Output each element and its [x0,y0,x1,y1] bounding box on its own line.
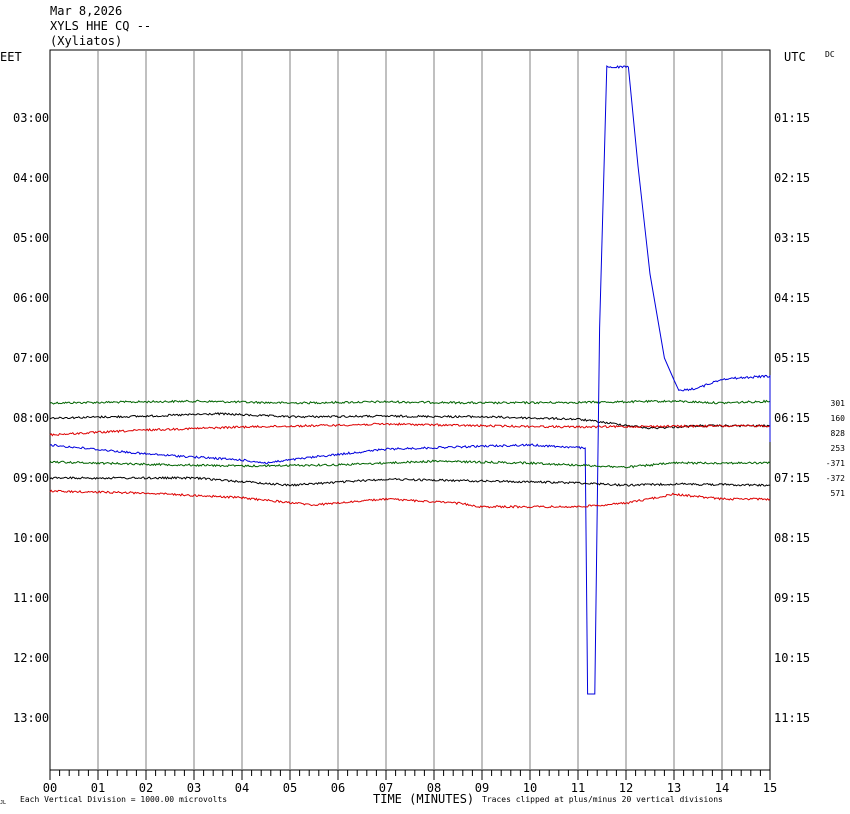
x-tick-label: 15 [763,781,777,795]
right-time-label: 06:15 [774,411,810,425]
x-tick-label: 11 [571,781,585,795]
x-tick-label: 10 [523,781,537,795]
right-axis-title: UTC [784,50,806,64]
plot-frame [49,49,771,771]
right-time-label: 02:15 [774,171,810,185]
right-time-label: 11:15 [774,711,810,725]
trace-offset-label: 160 [831,414,846,423]
x-tick-label: 07 [379,781,393,795]
x-tick-label: 04 [235,781,249,795]
header-location: (Xyliatos) [50,34,122,48]
trace-offset-label: 828 [831,429,846,438]
header-station: XYLS HHE CQ -- [50,19,151,33]
left-time-label: 04:00 [13,171,49,185]
y-axis-labels: 03:00 01:15 04:00 02:15 05:00 03:15 06:00 04:15… [13,111,810,725]
right-time-label: 09:15 [774,591,810,605]
trace-offset-label: 571 [831,489,846,498]
x-tick-label: 14 [715,781,729,795]
x-tick-label: 08 [427,781,441,795]
trace-line-2 [49,412,771,430]
right-time-label: 07:15 [774,471,810,485]
corner-mark: JL [0,800,6,806]
x-tick-label: 06 [331,781,345,795]
left-time-label: 03:00 [13,111,49,125]
grid [49,49,771,771]
trace-line-7 [49,489,771,509]
dc-label: DC [825,50,835,59]
left-time-label: 06:00 [13,291,49,305]
right-time-label: 05:15 [774,351,810,365]
x-tick-label: 02 [139,781,153,795]
left-time-label: 05:00 [13,231,49,245]
right-time-label: 10:15 [774,651,810,665]
trace-line-3 [49,422,771,437]
x-axis-ticks: 00 01 02 03 04 05 06 07 08 09 10 11 12 13 14 15 [43,770,777,795]
trace-line-1 [49,399,771,405]
left-time-label: 11:00 [13,591,49,605]
left-time-label: 13:00 [13,711,49,725]
x-tick-label: 05 [283,781,297,795]
traces [49,65,771,695]
trace-offset-label: 253 [831,444,846,453]
trace-line-6 [49,476,771,487]
scale-note: Each Vertical Division = 1000.00 microvo… [20,795,227,804]
trace-offset-label: 301 [831,399,846,408]
header-date: Mar 8,2026 [50,4,122,18]
trace-offsets: 301 160 828 253 -371 -372 571 [826,399,845,498]
right-time-label: 04:15 [774,291,810,305]
right-time-label: 08:15 [774,531,810,545]
x-tick-label: 12 [619,781,633,795]
x-tick-label: 09 [475,781,489,795]
clip-note: Traces clipped at plus/minus 20 vertical… [482,795,723,804]
left-time-label: 10:00 [13,531,49,545]
trace-line-4 [49,65,771,695]
left-time-label: 08:00 [13,411,49,425]
left-time-label: 07:00 [13,351,49,365]
x-axis-title: TIME (MINUTES) [373,792,474,806]
left-time-label: 12:00 [13,651,49,665]
trace-offset-label: -372 [826,474,845,483]
right-time-label: 01:15 [774,111,810,125]
trace-offset-label: -371 [826,459,845,468]
left-axis-title: EET [0,50,22,64]
left-time-label: 09:00 [13,471,49,485]
trace-line-5 [49,459,771,469]
x-tick-label: 01 [91,781,105,795]
right-time-label: 03:15 [774,231,810,245]
x-tick-label: 00 [43,781,57,795]
x-tick-label: 03 [187,781,201,795]
x-tick-label: 13 [667,781,681,795]
